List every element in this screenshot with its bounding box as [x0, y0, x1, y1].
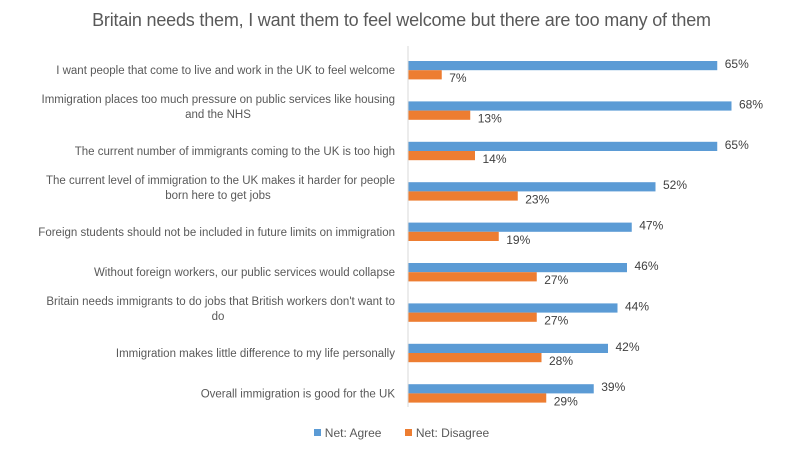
bar-disagree	[408, 191, 518, 201]
legend-swatch-disagree	[404, 429, 412, 436]
category-label: I want people that come to live and work…	[56, 65, 395, 77]
bar-disagree	[408, 272, 537, 282]
legend-item-agree: Net: Agree	[313, 425, 382, 440]
bar-disagree	[408, 70, 442, 80]
value-label-agree: 65%	[725, 138, 749, 152]
bar-agree	[408, 303, 618, 313]
category-label: Without foreign workers, our public serv…	[94, 267, 395, 279]
value-label-disagree: 27%	[544, 314, 568, 328]
value-labels: 65% 7% 68% 13% 65% 14% 52% 23% 47% 19% 46% 27% 44% 27…	[449, 57, 763, 408]
value-label-disagree: 19%	[506, 233, 530, 247]
bar-agree	[408, 384, 594, 394]
value-label-disagree: 28%	[549, 354, 573, 368]
category-labels: I want people that come to live and work…	[38, 65, 395, 400]
value-label-agree: 39%	[601, 380, 625, 394]
value-label-agree: 65%	[725, 57, 749, 71]
bar-disagree	[408, 393, 547, 403]
value-label-disagree: 23%	[525, 192, 549, 206]
bar-disagree	[408, 231, 499, 241]
bar-agree	[408, 222, 632, 232]
value-label-disagree: 13%	[478, 112, 502, 126]
category-label: Britain needs immigrants to do jobs that…	[46, 296, 395, 323]
bar-disagree	[408, 312, 537, 322]
category-label: Immigration makes little difference to m…	[116, 348, 395, 360]
bar-disagree	[408, 110, 471, 120]
category-label: Overall immigration is good for the UK	[201, 388, 396, 400]
value-label-disagree: 14%	[483, 152, 507, 166]
category-label: Immigration places too much pressure on …	[42, 94, 395, 121]
bar-agree	[408, 182, 656, 192]
value-label-agree: 42%	[616, 340, 640, 354]
chart-title: Britain needs them, I want them to feel …	[92, 10, 711, 30]
bar-agree	[408, 343, 608, 353]
bar-disagree	[408, 151, 475, 161]
legend-swatch-agree	[313, 429, 321, 436]
category-label: The current number of immigrants coming …	[75, 146, 395, 158]
value-label-disagree: 29%	[554, 394, 578, 408]
value-label-agree: 47%	[639, 219, 663, 233]
value-label-agree: 44%	[625, 299, 649, 313]
value-label-disagree: 27%	[544, 273, 568, 287]
category-label: Foreign students should not be included …	[38, 227, 395, 239]
category-label: The current level of immigration to the …	[46, 175, 395, 202]
legend-label-agree: Net: Agree	[324, 425, 382, 440]
bar-agree	[408, 263, 627, 273]
value-label-disagree: 7%	[449, 71, 467, 85]
bars	[408, 61, 732, 403]
value-label-agree: 68%	[739, 97, 763, 111]
bar-agree	[408, 101, 732, 111]
bar-agree	[408, 61, 718, 71]
bar-agree	[408, 141, 718, 151]
legend-item-disagree: Net: Disagree	[404, 425, 490, 440]
legend-label-disagree: Net: Disagree	[415, 425, 490, 440]
value-label-agree: 52%	[663, 178, 687, 192]
legend: Net: Agree Net: Disagree	[0, 425, 803, 440]
value-label-agree: 46%	[635, 259, 659, 273]
bar-disagree	[408, 353, 542, 363]
